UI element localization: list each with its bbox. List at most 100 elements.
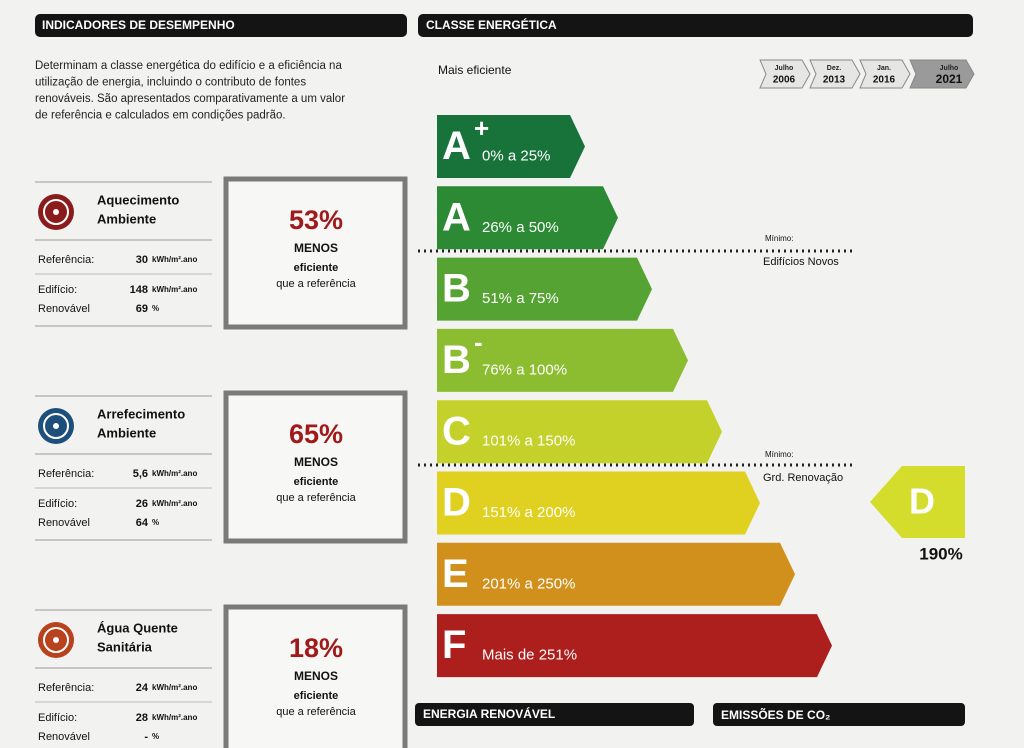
indicator-title: Água Quente [97,620,178,635]
row-unit: % [152,304,159,313]
row-value: 26 [136,498,148,510]
footer-title: ENERGIA RENOVÁVEL [423,706,555,721]
class-bar [437,328,688,392]
row-value: - [144,731,148,743]
indicator-text: MENOS [294,669,338,683]
indicator-text: que a referência [276,492,356,504]
intro-text: de referência e calculados em condições … [35,110,286,122]
header-title: CLASSE ENERGÉTICA [426,17,557,32]
class-range: 76% a 100% [482,361,567,378]
header-title: INDICADORES DE DESEMPENHO [42,18,235,32]
date-text: Jan. [877,65,891,72]
date-text: Dez. [827,65,841,72]
date-text: 2016 [873,75,896,86]
min-label: Mínimo: [765,450,793,459]
indicator-percent: 53% [289,205,343,235]
date-badge [809,59,861,89]
footer-bar [415,703,694,726]
row-label: Renovável [38,731,90,743]
class-bar [437,471,760,535]
min-label: Edifícios Novos [763,256,839,268]
row-unit: % [152,518,159,527]
class-bar [437,186,618,250]
indicator-icon-inner [43,199,69,225]
class-letter: B [442,267,471,311]
row-unit: kWh/m².ano [152,469,197,478]
indicator-box [223,390,408,544]
footer-title: EMISSÕES DE CO₂ [721,707,830,722]
class-bar [437,400,722,464]
class-letter: E [442,552,469,596]
row-label: Referência: [38,254,94,266]
date-text: 2006 [773,75,796,86]
indicator-text: eficiente [294,690,339,702]
indicator-text: que a referência [276,706,356,718]
indicator-icon-inner [43,413,69,439]
date-badge [909,59,975,89]
class-range: 26% a 50% [482,219,559,236]
indicator-box [223,176,408,330]
indicator-title: Ambiente [97,211,156,226]
row-value: 30 [136,254,148,266]
row-value: 28 [136,712,148,724]
date-text: 2021 [936,72,963,86]
row-label: Edifício: [38,498,77,510]
date-text: Julho [775,65,794,72]
indicator-text: MENOS [294,241,338,255]
row-unit: kWh/m².ano [152,499,197,508]
row-unit: kWh/m².ano [152,255,197,264]
class-letter: A [442,124,471,168]
class-range: 201% a 250% [482,575,575,592]
row-unit: kWh/m².ano [152,285,197,294]
class-letter: F [442,623,466,667]
indicator-text: eficiente [294,262,339,274]
indicator-icon-dot [53,209,59,215]
indicator-text: que a referência [276,278,356,290]
class-range: Mais de 251% [482,647,577,664]
class-letter: A [442,195,471,239]
class-bar [437,257,652,321]
footer-bar [713,703,965,726]
row-value: 69 [136,303,148,315]
class-letter: D [442,481,471,525]
class-range: 0% a 25% [482,147,550,164]
indicator-text: eficiente [294,476,339,488]
indicator-title: Aquecimento [97,192,179,207]
date-badge [759,59,811,89]
row-label: Renovável [38,517,90,529]
indicator-title: Arrefecimento [97,406,185,421]
row-label: Edifício: [38,284,77,296]
header-bar [35,14,407,37]
row-unit: % [152,732,159,741]
indicator-percent: 18% [289,633,343,663]
intro-text: Determinam a classe energética do edifíc… [35,60,342,72]
row-unit: kWh/m².ano [152,683,197,692]
indicator-icon-dot [53,423,59,429]
indicator-title: Sanitária [97,639,153,654]
intro-text: utilização de energia, incluindo o contr… [35,77,306,89]
row-value: 148 [130,284,148,296]
row-label: Renovável [38,303,90,315]
class-range: 151% a 200% [482,504,575,521]
row-unit: kWh/m².ano [152,713,197,722]
result-arrow [870,466,965,538]
indicator-box [223,604,408,748]
row-label: Edifício: [38,712,77,724]
indicator-icon-inner [43,627,69,653]
indicator-text: MENOS [294,455,338,469]
top-label: Mais eficiente [438,63,512,77]
class-sup: - [474,327,483,357]
indicator-percent: 65% [289,419,343,449]
intro-text: renováveis. São apresentados comparativa… [35,93,345,105]
row-value: 5,6 [133,468,148,480]
result-value: 190% [919,544,962,563]
row-value: 24 [136,682,149,694]
class-bar [437,542,795,606]
date-text: 2013 [823,75,846,86]
indicator-title: Ambiente [97,425,156,440]
class-letter: C [442,409,471,453]
class-sup: + [474,113,489,143]
min-label: Grd. Renovação [763,472,843,484]
date-badge [859,59,911,89]
